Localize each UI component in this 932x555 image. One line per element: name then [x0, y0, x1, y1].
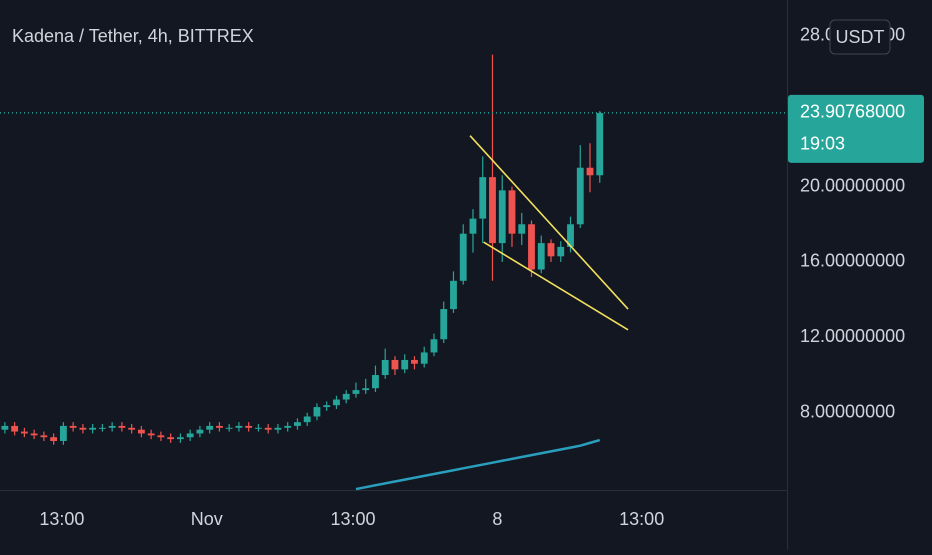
candle-body — [59, 425, 67, 441]
candle-body — [89, 427, 97, 430]
candle-body — [586, 167, 594, 176]
candle-body — [264, 427, 272, 430]
candle-body — [294, 422, 301, 426]
plot-area — [0, 54, 787, 491]
y-tick-label: 16.00000000 — [800, 251, 905, 271]
x-tick-label: 13:00 — [619, 509, 664, 529]
trendline — [469, 135, 629, 310]
candle-body — [245, 425, 253, 428]
candle-body — [489, 177, 496, 244]
candle-body — [381, 359, 389, 376]
last-price-box — [788, 94, 924, 163]
candle-body — [333, 399, 340, 406]
candle-body — [30, 433, 38, 436]
candle-body — [235, 425, 243, 428]
candle-body — [40, 435, 48, 438]
candle-body — [469, 218, 477, 234]
candle-body — [137, 429, 145, 434]
candle-body — [352, 390, 360, 394]
candle-body — [147, 433, 155, 436]
candle-body — [323, 405, 331, 408]
x-tick-label: 8 — [492, 509, 502, 529]
candle-body — [128, 427, 136, 430]
candle-body — [157, 435, 165, 438]
candle-body — [284, 425, 292, 428]
candle-body — [79, 427, 87, 430]
candle-body — [518, 224, 526, 234]
x-tick-label: 13:00 — [39, 509, 84, 529]
candle-body — [401, 359, 409, 370]
candle-body — [118, 425, 126, 428]
candle-body — [186, 433, 194, 438]
currency-box[interactable] — [829, 19, 891, 55]
candle-body — [440, 309, 448, 340]
candle-body — [98, 427, 106, 429]
candle-body — [372, 375, 379, 389]
candle-body — [450, 280, 457, 310]
candle-body — [547, 243, 555, 257]
candle-body — [362, 388, 370, 391]
candle-body — [557, 246, 565, 257]
candle-body — [567, 224, 574, 247]
last-price-label: 23.90768000 — [800, 102, 905, 122]
candle-body — [50, 437, 58, 441]
candle-body — [528, 224, 535, 270]
candle-body — [420, 352, 428, 364]
candle-body — [274, 427, 282, 430]
candle-body — [167, 437, 175, 440]
candle-body — [20, 431, 28, 434]
candle-body — [537, 243, 545, 270]
candle-body — [411, 359, 418, 364]
candle-body — [303, 416, 311, 423]
y-tick-label: 12.00000000 — [800, 326, 905, 346]
candle-body — [225, 427, 233, 429]
candle-body — [342, 393, 350, 400]
candle-body — [11, 425, 19, 432]
candle-body — [216, 425, 223, 428]
candle-body — [498, 190, 506, 244]
countdown: 19:03 — [800, 134, 845, 154]
trendline — [483, 241, 629, 331]
candle-body — [1, 425, 9, 430]
currency-label: USDT — [836, 27, 885, 47]
moving-average — [355, 438, 601, 491]
y-tick-label: 8.00000000 — [800, 401, 895, 421]
candle-body — [206, 425, 214, 430]
candle-body — [313, 407, 321, 417]
candle-body — [508, 190, 516, 234]
candle-body — [430, 339, 438, 353]
candle-body — [596, 113, 604, 176]
candle-body — [391, 359, 399, 370]
candle-body — [576, 167, 584, 225]
candle-body — [108, 425, 116, 428]
candle-body — [177, 437, 184, 440]
candle-body — [196, 429, 204, 434]
candle-body — [479, 177, 487, 219]
chart-title: Kadena / Tether, 4h, BITTREX — [12, 26, 254, 46]
y-tick-label: 20.00000000 — [800, 175, 905, 195]
x-tick-label: Nov — [191, 509, 223, 529]
candle-body — [255, 427, 262, 429]
candle-body — [459, 233, 467, 281]
x-tick-label: 13:00 — [331, 509, 376, 529]
candle-body — [69, 425, 77, 428]
